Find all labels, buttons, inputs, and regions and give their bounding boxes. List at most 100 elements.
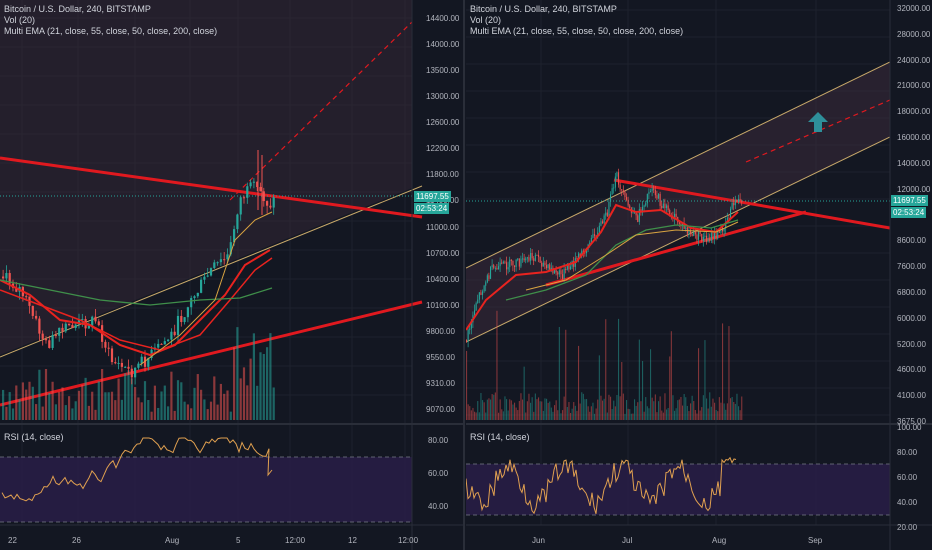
candle-body bbox=[61, 327, 64, 332]
volume-bar bbox=[651, 397, 653, 420]
candle-body bbox=[550, 267, 552, 270]
candle-body bbox=[549, 264, 551, 270]
right-rsi-label[interactable]: RSI (14, close) bbox=[470, 432, 530, 442]
volume-bar bbox=[507, 410, 509, 420]
candle-body bbox=[653, 188, 655, 190]
volume-bar bbox=[54, 404, 57, 420]
volume-bar bbox=[635, 405, 637, 420]
ema-50-line bbox=[525, 221, 739, 291]
volume-bar bbox=[626, 400, 628, 420]
volume-bar bbox=[242, 367, 246, 420]
right-chart-pane[interactable]: Bitcoin / U.S. Dollar, 240, BITSTAMP Vol… bbox=[466, 0, 932, 550]
candle-body bbox=[725, 222, 727, 229]
candle-body bbox=[494, 267, 496, 269]
volume-bar bbox=[266, 347, 269, 420]
candle-body bbox=[739, 198, 741, 201]
candle-body bbox=[44, 338, 48, 341]
volume-bar bbox=[736, 393, 738, 420]
volume-bar bbox=[91, 391, 94, 420]
candle-body bbox=[5, 273, 8, 279]
volume-bar bbox=[533, 411, 535, 420]
volume-bar bbox=[547, 402, 549, 420]
volume-bar bbox=[741, 396, 743, 420]
candle-body bbox=[77, 319, 81, 325]
volume-bar bbox=[686, 405, 688, 420]
left-symbol-title[interactable]: Bitcoin / U.S. Dollar, 240, BITSTAMP bbox=[4, 4, 151, 14]
candle-body bbox=[685, 227, 687, 229]
right-volume-indicator[interactable]: Vol (20) bbox=[470, 15, 502, 25]
candle-body bbox=[733, 202, 735, 206]
volume-bar bbox=[618, 318, 620, 420]
candle-body bbox=[709, 238, 711, 241]
candle-body bbox=[698, 231, 700, 240]
candle-body bbox=[482, 291, 484, 295]
candle-body bbox=[167, 339, 170, 342]
volume-bar bbox=[704, 340, 706, 420]
volume-bar bbox=[153, 385, 156, 420]
candle-body bbox=[219, 259, 222, 263]
volume-bar bbox=[707, 408, 709, 420]
volume-bar bbox=[490, 399, 492, 420]
candle-body bbox=[509, 259, 511, 268]
volume-bar bbox=[28, 381, 31, 420]
volume-bar bbox=[702, 395, 704, 420]
left-rsi-axis-label: 60.00 bbox=[428, 469, 449, 478]
candle-body bbox=[611, 188, 613, 195]
candle-body bbox=[486, 275, 488, 283]
right-price-axis-label: 28000.00 bbox=[897, 29, 931, 39]
right-price-axis-label: 32000.00 bbox=[897, 4, 931, 13]
volume-bar bbox=[233, 347, 236, 420]
candle-body bbox=[610, 194, 612, 202]
candle-body bbox=[662, 203, 664, 209]
candle-body bbox=[568, 265, 570, 270]
volume-bar bbox=[482, 400, 484, 420]
right-price-axis-label: 4600.00 bbox=[897, 365, 926, 375]
volume-bar bbox=[541, 401, 543, 420]
volume-bar bbox=[672, 395, 674, 420]
left-chart-canvas[interactable] bbox=[0, 0, 463, 550]
volume-bar bbox=[720, 402, 722, 420]
candle-body bbox=[541, 262, 543, 267]
right-price-axis-label: 24000.00 bbox=[897, 55, 931, 65]
candle-body bbox=[656, 195, 658, 199]
volume-bar bbox=[150, 411, 153, 420]
left-time-axis-label: 12:00 bbox=[398, 536, 419, 545]
candle-body bbox=[594, 234, 596, 236]
left-ema-indicator[interactable]: Multi EMA (21, close, 55, close, 50, clo… bbox=[4, 26, 218, 36]
candle-body bbox=[467, 329, 469, 342]
candle-body bbox=[614, 176, 616, 188]
left-chart-pane[interactable]: Bitcoin / U.S. Dollar, 240, BITSTAMP Vol… bbox=[0, 0, 465, 550]
right-symbol-title[interactable]: Bitcoin / U.S. Dollar, 240, BITSTAMP bbox=[470, 4, 617, 14]
volume-bar bbox=[84, 377, 87, 420]
left-volume-indicator[interactable]: Vol (20) bbox=[4, 15, 36, 25]
rsi-line bbox=[1, 437, 273, 502]
right-time-axis-label: Jul bbox=[622, 536, 633, 545]
volume-bar bbox=[528, 393, 530, 420]
left-rsi-axis-label: 40.00 bbox=[428, 502, 449, 511]
volume-bar bbox=[58, 391, 61, 420]
candle-body bbox=[643, 205, 645, 207]
volume-bar bbox=[565, 329, 567, 420]
candle-body bbox=[97, 321, 100, 326]
volume-bar bbox=[77, 390, 81, 420]
volume-bar bbox=[236, 327, 239, 420]
candle-body bbox=[707, 238, 709, 242]
candle-body bbox=[706, 235, 708, 242]
volume-bar bbox=[256, 385, 259, 420]
candle-body bbox=[573, 261, 575, 267]
volume-bar bbox=[630, 413, 632, 420]
volume-bar bbox=[74, 401, 77, 420]
ema-200-line bbox=[505, 219, 739, 301]
right-chart-canvas[interactable] bbox=[466, 0, 932, 550]
volume-bar bbox=[683, 394, 685, 420]
volume-bar bbox=[147, 399, 150, 420]
volume-bar bbox=[514, 402, 516, 420]
candle-body bbox=[637, 215, 639, 222]
volume-bar bbox=[163, 385, 166, 420]
left-rsi-label[interactable]: RSI (14, close) bbox=[4, 432, 64, 442]
candle-body bbox=[674, 213, 676, 219]
candle-body bbox=[731, 202, 733, 209]
candle-body bbox=[176, 315, 180, 336]
right-ema-indicator[interactable]: Multi EMA (21, close, 55, close, 50, clo… bbox=[470, 26, 684, 36]
up-arrow-icon bbox=[808, 112, 828, 132]
